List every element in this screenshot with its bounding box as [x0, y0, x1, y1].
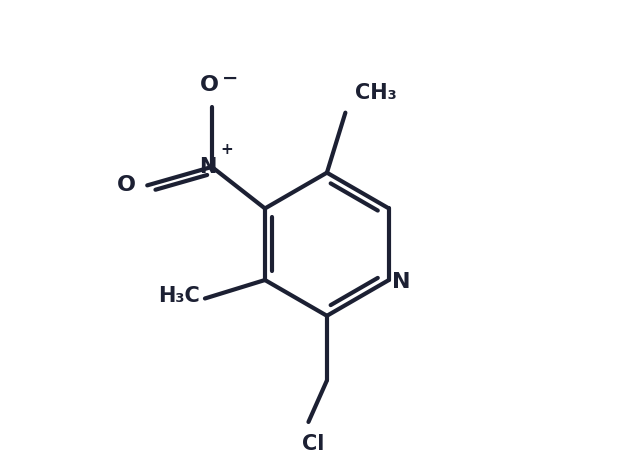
Text: N: N — [392, 272, 410, 292]
Text: +: + — [220, 142, 233, 157]
Text: CH₃: CH₃ — [355, 84, 396, 103]
Text: N: N — [200, 157, 217, 177]
Text: Cl: Cl — [302, 433, 324, 454]
Text: −: − — [222, 69, 238, 87]
Text: O: O — [200, 75, 219, 95]
Text: O: O — [116, 175, 136, 196]
Text: H₃C: H₃C — [157, 286, 200, 306]
